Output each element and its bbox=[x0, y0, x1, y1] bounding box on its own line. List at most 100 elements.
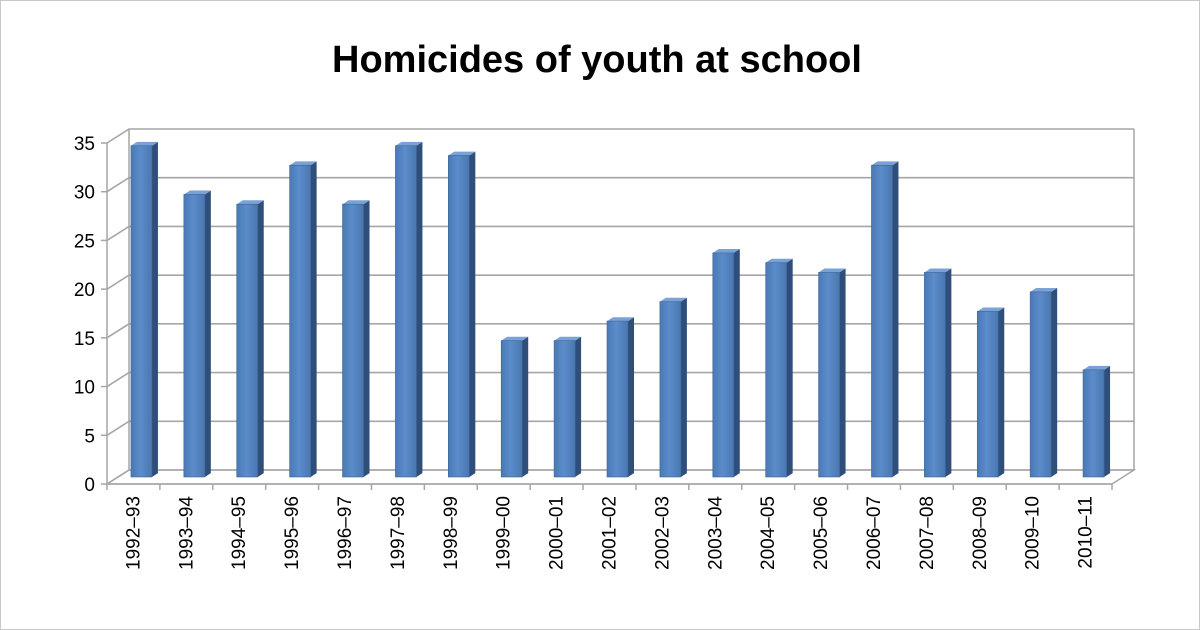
y-tick-label: 5 bbox=[84, 426, 95, 447]
bar bbox=[818, 268, 846, 478]
bar bbox=[289, 161, 317, 478]
bar-side bbox=[575, 336, 582, 477]
bar-front bbox=[130, 145, 153, 478]
bar-top bbox=[977, 307, 1005, 312]
bar bbox=[976, 307, 1005, 478]
bar-top bbox=[871, 161, 899, 166]
bar-top bbox=[659, 297, 687, 302]
bar-top bbox=[501, 336, 529, 341]
gridline bbox=[106, 128, 1134, 144]
bar-top bbox=[1030, 287, 1058, 292]
bar bbox=[500, 336, 529, 478]
x-tick-label: 2002–03 bbox=[652, 496, 673, 570]
bar-side bbox=[469, 151, 476, 478]
x-tick-label: 1993–94 bbox=[176, 496, 197, 570]
bar-top bbox=[712, 249, 740, 253]
bar bbox=[1029, 287, 1058, 478]
bar-side bbox=[151, 141, 158, 478]
bar-front bbox=[395, 145, 417, 478]
bar-side bbox=[416, 141, 423, 478]
bar-side bbox=[628, 317, 634, 477]
y-axis: 0 5 10 15 20 25 30 35 bbox=[74, 134, 107, 496]
x-tick-label: 1996–97 bbox=[335, 496, 356, 570]
bar-side bbox=[839, 268, 846, 477]
bar-side bbox=[1104, 365, 1111, 477]
bar-side bbox=[786, 258, 793, 477]
chart-title: Homicides of youth at school bbox=[332, 39, 862, 81]
bar-front bbox=[236, 203, 259, 478]
bar-front bbox=[1082, 369, 1105, 478]
bar-top bbox=[554, 336, 582, 341]
gridline bbox=[106, 371, 1134, 388]
x-tick-label: 2007–08 bbox=[917, 496, 938, 570]
bar bbox=[553, 336, 582, 478]
bar bbox=[924, 268, 952, 478]
bar-top bbox=[236, 200, 264, 205]
bar-top bbox=[395, 141, 423, 146]
bar-side bbox=[1051, 287, 1058, 477]
bar-top bbox=[818, 268, 846, 273]
bar-top bbox=[130, 141, 158, 146]
bars bbox=[130, 141, 1111, 478]
bar-front bbox=[659, 301, 682, 478]
bar-top bbox=[1083, 365, 1111, 370]
bar-top bbox=[765, 258, 793, 263]
bar-front bbox=[606, 320, 629, 478]
x-tick-label: 1999–00 bbox=[494, 496, 515, 570]
gridline bbox=[106, 323, 1134, 339]
bar-top bbox=[342, 200, 370, 205]
gridline bbox=[106, 469, 1134, 485]
bar bbox=[395, 141, 423, 478]
bar-side bbox=[945, 268, 952, 477]
x-tick-label: 2008–09 bbox=[970, 496, 991, 570]
bar-front bbox=[924, 272, 946, 478]
x-tick-label: 2006–07 bbox=[864, 496, 885, 570]
y-tick-label: 0 bbox=[84, 475, 95, 496]
gridline bbox=[106, 274, 1134, 290]
bar bbox=[659, 297, 687, 478]
bar-front bbox=[289, 164, 311, 478]
bar-top bbox=[289, 161, 317, 166]
gridline bbox=[106, 225, 1134, 242]
bar bbox=[712, 249, 740, 478]
bar bbox=[236, 200, 264, 478]
bar-side bbox=[310, 161, 317, 478]
gridline bbox=[106, 420, 1134, 436]
bar-front bbox=[183, 194, 206, 478]
y-tick-label: 15 bbox=[74, 329, 95, 350]
bar-front bbox=[818, 272, 840, 478]
bar-front bbox=[765, 262, 787, 478]
x-tick-label: 2010–11 bbox=[1076, 496, 1097, 569]
gridline bbox=[106, 176, 1134, 193]
y-tick-label: 30 bbox=[74, 183, 95, 204]
bar-side bbox=[363, 200, 370, 478]
bar-front bbox=[1029, 291, 1052, 478]
bar-top bbox=[448, 151, 476, 156]
x-tick-label: 2005–06 bbox=[811, 496, 832, 570]
bar-front bbox=[500, 340, 523, 478]
bar-side bbox=[522, 336, 529, 477]
x-tick-label: 2003–04 bbox=[705, 496, 726, 570]
bar-front bbox=[448, 155, 470, 478]
bar-front bbox=[712, 252, 735, 478]
x-axis: 1992–93 1993–94 1994–95 1995–96 1996–97 1997–… bbox=[106, 483, 1113, 570]
bar-side bbox=[892, 161, 899, 478]
bar bbox=[130, 141, 158, 478]
bar-side bbox=[204, 190, 211, 478]
y-tick-label: 35 bbox=[74, 134, 95, 155]
x-tick-label: 1995–96 bbox=[282, 496, 303, 570]
bar-front bbox=[342, 203, 364, 478]
bar bbox=[1082, 365, 1111, 478]
x-tick-label: 2001–02 bbox=[600, 496, 621, 570]
x-tick-label: 2000–01 bbox=[547, 496, 568, 570]
bar-front bbox=[976, 311, 999, 478]
bar bbox=[606, 317, 634, 478]
x-tick-label: 1998–99 bbox=[441, 496, 462, 570]
y-tick-label: 25 bbox=[74, 231, 95, 252]
x-tick-label: 2009–10 bbox=[1023, 496, 1044, 570]
bar-side bbox=[257, 200, 264, 478]
bar-side bbox=[998, 307, 1005, 477]
bar-side bbox=[680, 297, 687, 477]
y-tick-label: 10 bbox=[74, 378, 95, 399]
